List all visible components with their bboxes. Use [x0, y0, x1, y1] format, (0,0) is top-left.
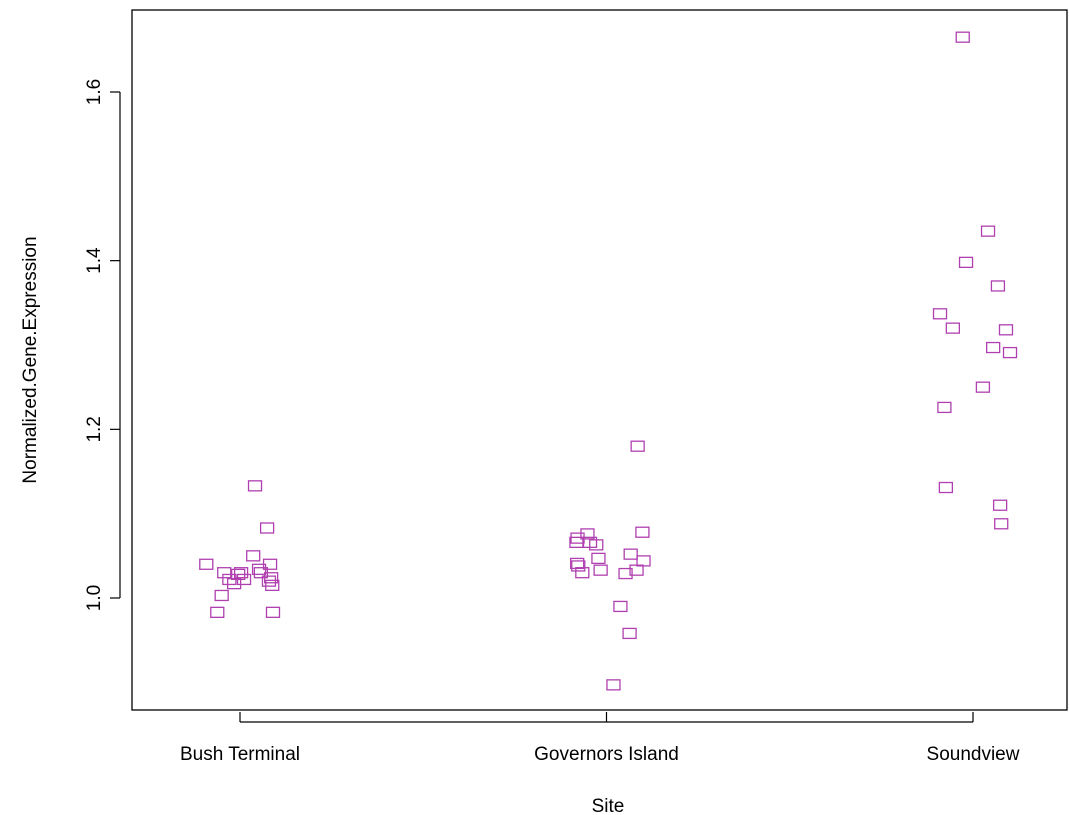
- data-point: [606, 679, 621, 691]
- data-point: [265, 606, 281, 618]
- data-point: [591, 552, 606, 565]
- data-point: [210, 606, 225, 618]
- data-point: [618, 567, 633, 580]
- data-point: [226, 578, 242, 590]
- data-point: [630, 440, 645, 452]
- data-point: [975, 381, 991, 393]
- x-tick-label: Soundview: [927, 744, 1020, 765]
- y-tick-label: 1.4: [84, 247, 105, 274]
- y-tick-label: 1.6: [84, 79, 105, 105]
- data-point: [265, 579, 280, 591]
- data-point: [589, 539, 604, 551]
- data-point: [233, 567, 249, 579]
- data-point: [945, 322, 960, 334]
- data-point: [992, 499, 1008, 511]
- data-point: [635, 526, 650, 538]
- data-point: [261, 575, 277, 587]
- data-point: [636, 555, 651, 567]
- data-point: [622, 627, 637, 640]
- data-point: [623, 548, 638, 560]
- data-points: [199, 31, 1018, 691]
- x-axis: Bush Terminal Governors Island Soundview: [180, 712, 1020, 765]
- y-axis: 1.0 1.2 1.4 1.6: [84, 79, 121, 611]
- data-point: [246, 550, 261, 562]
- y-tick-label: 1.0: [84, 585, 105, 611]
- data-point: [958, 256, 974, 269]
- plot-frame: [131, 9, 1068, 711]
- data-point: [613, 600, 628, 613]
- data-point: [937, 401, 952, 414]
- x-tick-label: Bush Terminal: [180, 744, 300, 765]
- x-tick-label: Governors Island: [534, 744, 679, 765]
- data-point: [199, 558, 214, 570]
- data-point: [571, 560, 586, 572]
- y-tick-label: 1.2: [84, 416, 105, 442]
- data-point: [932, 308, 948, 320]
- data-point: [214, 589, 229, 602]
- data-point: [570, 557, 585, 570]
- y-axis-title: Normalized.Gene.Expression: [20, 236, 41, 483]
- data-point: [264, 572, 279, 584]
- data-point: [575, 567, 590, 579]
- data-point: [262, 558, 278, 570]
- data-point: [236, 573, 252, 586]
- data-point: [990, 280, 1006, 292]
- data-point: [593, 564, 608, 576]
- data-point: [986, 341, 1001, 354]
- data-point: [1002, 346, 1018, 359]
- data-point: [998, 324, 1014, 336]
- data-point: [980, 225, 996, 237]
- data-point: [938, 481, 954, 494]
- data-point: [259, 522, 275, 534]
- data-point: [994, 518, 1009, 530]
- data-point: [247, 480, 263, 492]
- data-point: [955, 31, 970, 43]
- data-point: [580, 528, 595, 540]
- data-point: [570, 532, 585, 544]
- data-point: [217, 567, 232, 579]
- x-axis-title: Site: [592, 796, 625, 815]
